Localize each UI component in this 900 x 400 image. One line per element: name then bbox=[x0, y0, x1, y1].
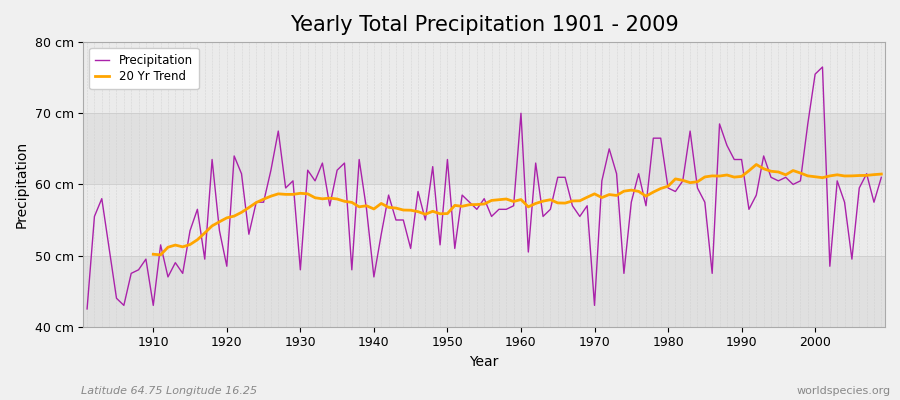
Precipitation bbox=[82, 306, 93, 311]
20 Yr Trend bbox=[832, 172, 842, 177]
20 Yr Trend bbox=[324, 196, 335, 200]
20 Yr Trend bbox=[295, 191, 306, 196]
Precipitation bbox=[604, 146, 615, 151]
20 Yr Trend bbox=[148, 252, 158, 257]
X-axis label: Year: Year bbox=[470, 355, 499, 369]
Y-axis label: Precipitation: Precipitation bbox=[15, 141, 29, 228]
Text: Latitude 64.75 Longitude 16.25: Latitude 64.75 Longitude 16.25 bbox=[81, 386, 257, 396]
Precipitation bbox=[876, 175, 886, 180]
Legend: Precipitation, 20 Yr Trend: Precipitation, 20 Yr Trend bbox=[89, 48, 199, 89]
20 Yr Trend bbox=[155, 252, 166, 257]
Precipitation bbox=[346, 267, 357, 272]
Precipitation bbox=[516, 111, 526, 116]
Line: Precipitation: Precipitation bbox=[87, 67, 881, 309]
20 Yr Trend bbox=[876, 172, 886, 176]
20 Yr Trend bbox=[590, 192, 600, 196]
20 Yr Trend bbox=[530, 201, 541, 206]
Precipitation bbox=[302, 168, 313, 172]
20 Yr Trend bbox=[751, 162, 761, 167]
Precipitation bbox=[508, 203, 519, 208]
20 Yr Trend bbox=[854, 173, 865, 178]
Bar bbox=[84, 42, 885, 113]
Precipitation bbox=[140, 257, 151, 262]
Line: 20 Yr Trend: 20 Yr Trend bbox=[153, 164, 881, 255]
Bar bbox=[84, 113, 885, 184]
Bar bbox=[84, 184, 885, 256]
Precipitation bbox=[817, 65, 828, 70]
Text: worldspecies.org: worldspecies.org bbox=[796, 386, 891, 396]
Title: Yearly Total Precipitation 1901 - 2009: Yearly Total Precipitation 1901 - 2009 bbox=[290, 15, 679, 35]
Bar bbox=[84, 256, 885, 327]
